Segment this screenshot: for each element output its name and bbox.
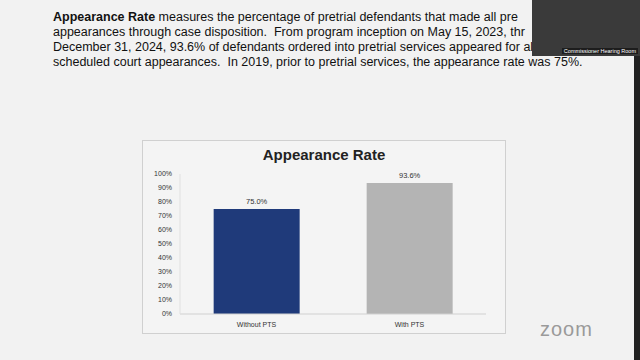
html-text:Appearance Rate measures the p: Appearance Rate measures the percentage …	[53, 10, 518, 24]
svg-text:50%: 50%	[158, 240, 172, 247]
html-text:zoom: zoom	[540, 318, 593, 340]
html-text:December 31, 2024, 93.6% of de: December 31, 2024, 93.6% of defendants o…	[53, 40, 536, 54]
svg-text:10%: 10%	[158, 296, 172, 303]
html-text:Commissioner Hearing Room: Commissioner Hearing Room	[563, 48, 636, 54]
svg-text:80%: 80%	[158, 198, 172, 205]
svg-text:30%: 30%	[158, 268, 172, 275]
svg-text:90%: 90%	[158, 184, 172, 191]
svg-text:93.6%: 93.6%	[399, 171, 421, 180]
html-text:scheduled court appearances. I: scheduled court appearances. In 2019, pr…	[53, 55, 583, 69]
svg-text:With PTS: With PTS	[395, 321, 425, 328]
svg-text:75.0%: 75.0%	[246, 197, 268, 206]
svg-text:0%: 0%	[162, 310, 172, 317]
svg-text:Without PTS: Without PTS	[237, 321, 277, 328]
html-text:Appearance Rate: Appearance Rate	[262, 146, 386, 163]
svg-text:20%: 20%	[158, 282, 172, 289]
svg-text:70%: 70%	[158, 212, 172, 219]
html-text:appearances through case dispo: appearances through case disposition. Fr…	[53, 25, 525, 39]
svg-text:100%: 100%	[154, 170, 172, 177]
svg-text:60%: 60%	[158, 226, 172, 233]
svg-text:40%: 40%	[158, 254, 172, 261]
